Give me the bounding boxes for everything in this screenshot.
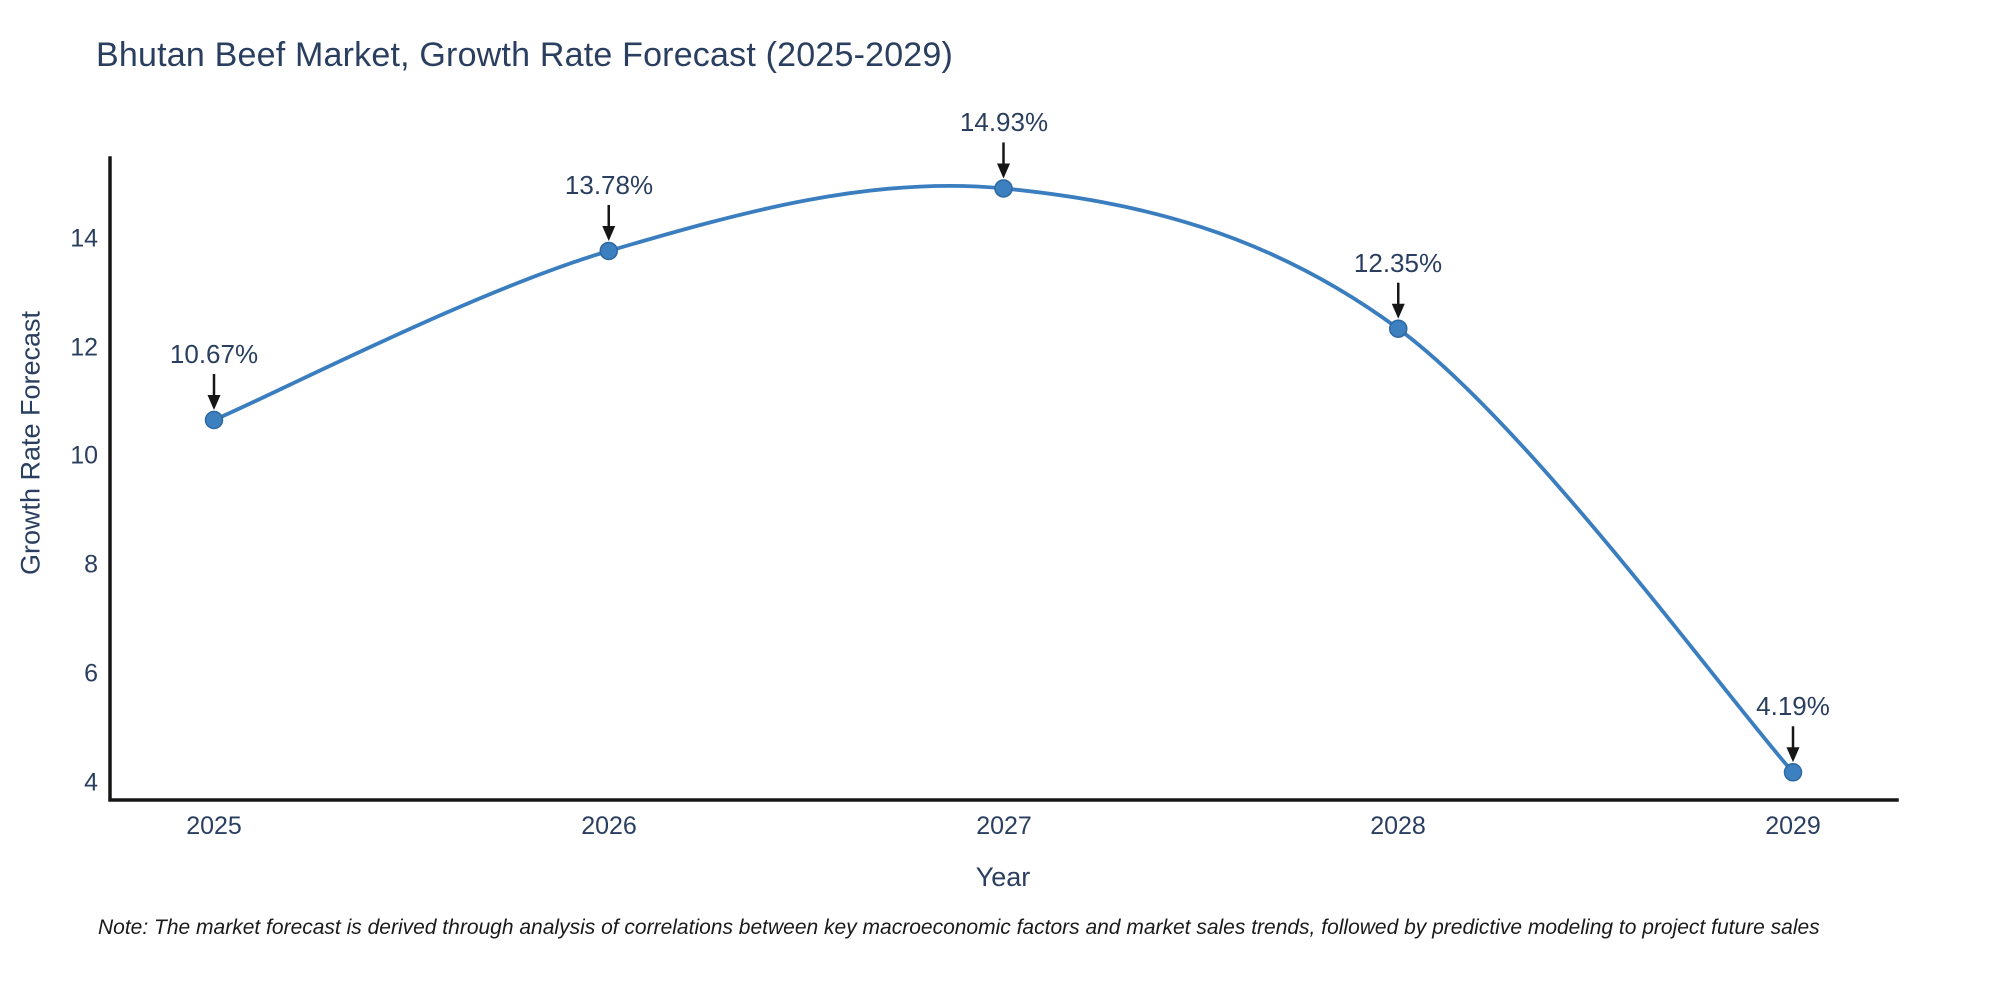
y-tick-label: 12: [70, 333, 98, 362]
annotation-arrowhead: [207, 395, 221, 411]
data-point-marker: [1389, 319, 1408, 338]
x-tick-label: 2026: [581, 812, 637, 840]
data-point-annotation: 14.93%: [959, 107, 1049, 137]
y-tick-label: 8: [84, 550, 98, 579]
data-point-marker: [1783, 763, 1803, 782]
annotation-arrowhead: [602, 225, 616, 241]
x-tick-label: 2027: [976, 812, 1032, 840]
footnote: Note: The market forecast is derived thr…: [98, 916, 1820, 939]
x-tick-label: 2028: [1370, 812, 1426, 840]
data-point-marker: [994, 179, 1013, 198]
annotation-arrowhead: [1391, 303, 1405, 319]
annotation-arrowhead: [997, 163, 1010, 179]
data-point-marker: [204, 410, 224, 430]
x-axis-label: Year: [975, 862, 1031, 892]
trend-line: [213, 183, 1795, 774]
y-tick-label: 10: [70, 441, 98, 470]
data-point-annotation: 10.67%: [169, 339, 259, 369]
annotation-arrowhead: [1786, 747, 1800, 763]
x-tick-label: 2029: [1765, 812, 1821, 840]
axis-line: [108, 156, 1899, 802]
data-point-annotation: 13.78%: [564, 170, 654, 200]
x-tick-label: 2025: [186, 812, 242, 840]
data-point-annotation: 4.19%: [1756, 691, 1830, 721]
data-point-marker: [599, 241, 618, 261]
chart-title: Bhutan Beef Market, Growth Rate Forecast…: [96, 36, 954, 74]
y-tick-label: 6: [84, 659, 98, 688]
y-tick-label: 14: [70, 224, 98, 253]
y-tick-label: 4: [84, 768, 98, 797]
data-point-annotation: 12.35%: [1353, 248, 1443, 278]
